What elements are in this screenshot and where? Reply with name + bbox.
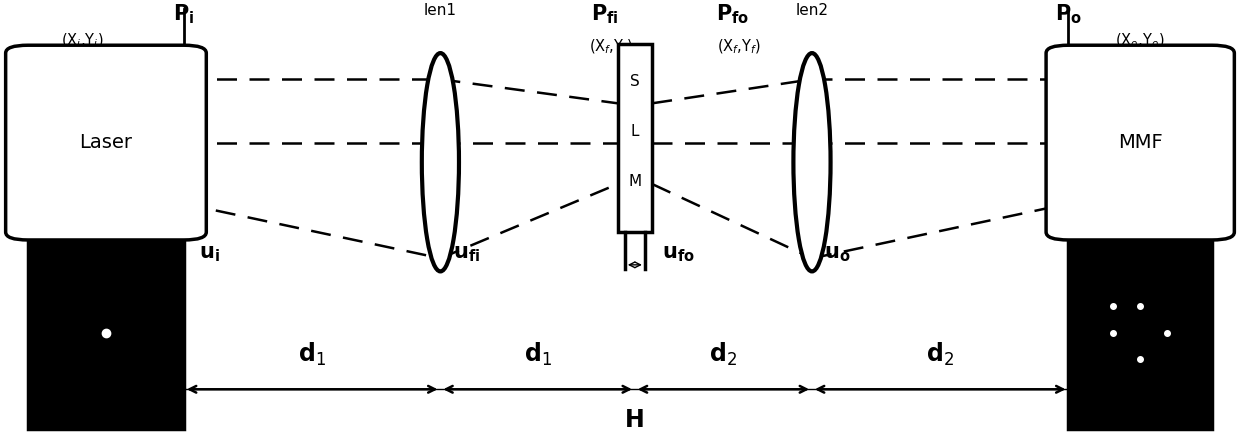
- Text: $\mathbf{P_{fi}}$: $\mathbf{P_{fi}}$: [591, 3, 619, 26]
- Text: u$_\mathbf{fi}$: u$_\mathbf{fi}$: [453, 244, 480, 264]
- Bar: [618, 44, 652, 232]
- Text: len1: len1: [424, 3, 456, 18]
- Text: $\mathbf{P_o}$: $\mathbf{P_o}$: [1055, 3, 1081, 26]
- Text: (X$_f$,Y$_f$): (X$_f$,Y$_f$): [717, 38, 761, 56]
- Ellipse shape: [794, 53, 831, 272]
- Text: $\mathbf{P_i}$: $\mathbf{P_i}$: [174, 3, 195, 26]
- Text: Laser: Laser: [79, 133, 133, 152]
- Text: L: L: [631, 124, 639, 139]
- Text: d$_1$: d$_1$: [523, 341, 552, 368]
- Text: d$_1$: d$_1$: [298, 341, 326, 368]
- Ellipse shape: [422, 53, 459, 272]
- FancyBboxPatch shape: [6, 45, 206, 240]
- Text: d$_2$: d$_2$: [709, 341, 738, 368]
- Text: (X$_o$,Y$_o$): (X$_o$,Y$_o$): [1116, 31, 1164, 49]
- FancyBboxPatch shape: [1047, 45, 1234, 240]
- Text: MMF: MMF: [1117, 133, 1163, 152]
- Text: u$_\mathbf{fo}$: u$_\mathbf{fo}$: [662, 244, 694, 264]
- Text: u$_\mathbf{i}$: u$_\mathbf{i}$: [198, 244, 219, 264]
- Bar: [29, 237, 184, 428]
- Text: S: S: [630, 74, 640, 89]
- Text: (X$_f$,Y$_f$): (X$_f$,Y$_f$): [589, 38, 634, 56]
- Text: (X$_i$,Y$_i$): (X$_i$,Y$_i$): [61, 31, 104, 49]
- Text: d$_2$: d$_2$: [926, 341, 955, 368]
- Text: M: M: [629, 174, 641, 189]
- Text: H: H: [625, 408, 645, 432]
- Text: len2: len2: [796, 3, 828, 18]
- Text: $\mathbf{P_{fo}}$: $\mathbf{P_{fo}}$: [715, 3, 749, 26]
- Bar: [1069, 237, 1211, 428]
- Text: u$_\mathbf{o}$: u$_\mathbf{o}$: [825, 244, 851, 264]
